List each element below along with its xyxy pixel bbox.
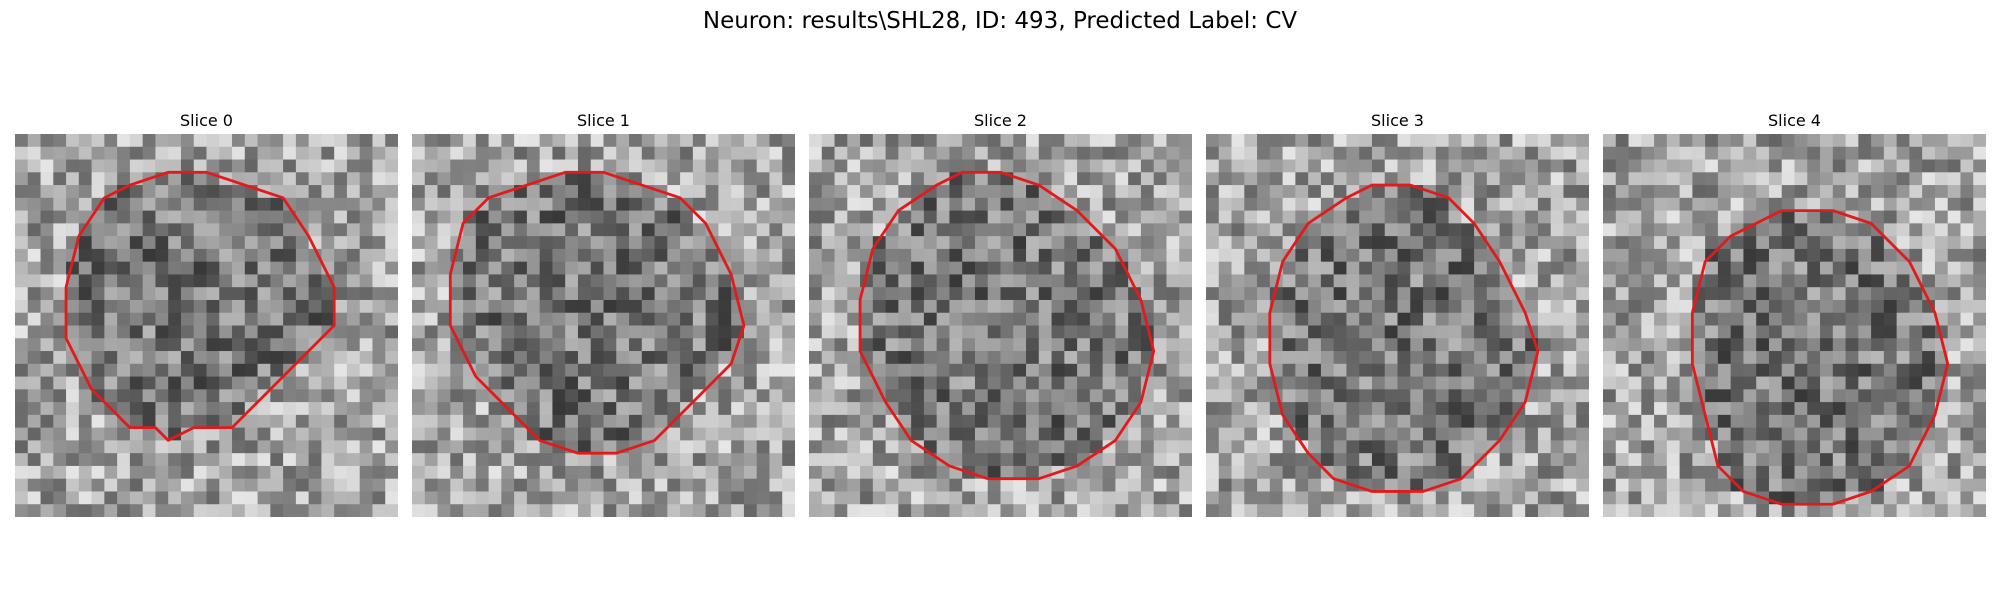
slice-0-voxel-grid [15,134,398,517]
slice-title-1: Slice 1 [577,111,630,130]
slice-panel-2: Slice 2 [809,108,1192,517]
slice-image-4 [1603,134,1986,517]
slice-1-contour [448,170,746,455]
slice-4-contour [1690,209,1950,506]
slice-0-contour [64,170,336,442]
slice-1-voxel-grid [412,134,795,517]
slice-panel-0: Slice 0 [15,108,398,517]
slice-panel-4: Slice 4 [1603,108,1986,517]
slice-4-voxel-grid [1603,134,1986,517]
slice-3-contour [1268,183,1540,493]
slice-panel-1: Slice 1 [412,108,795,517]
slice-title-3: Slice 3 [1371,111,1424,130]
slice-panel-3: Slice 3 [1206,108,1589,517]
slice-image-0 [15,134,398,517]
slice-image-1 [412,134,795,517]
slice-title-0: Slice 0 [180,111,233,130]
slice-image-2 [809,134,1192,517]
slice-title-4: Slice 4 [1768,111,1821,130]
slice-2-contour [858,170,1156,481]
slice-2-voxel-grid [809,134,1192,517]
slice-title-2: Slice 2 [974,111,1027,130]
slice-3-voxel-grid [1206,134,1589,517]
figure-title: Neuron: results\SHL28, ID: 493, Predicte… [702,8,1298,34]
slice-image-3 [1206,134,1589,517]
